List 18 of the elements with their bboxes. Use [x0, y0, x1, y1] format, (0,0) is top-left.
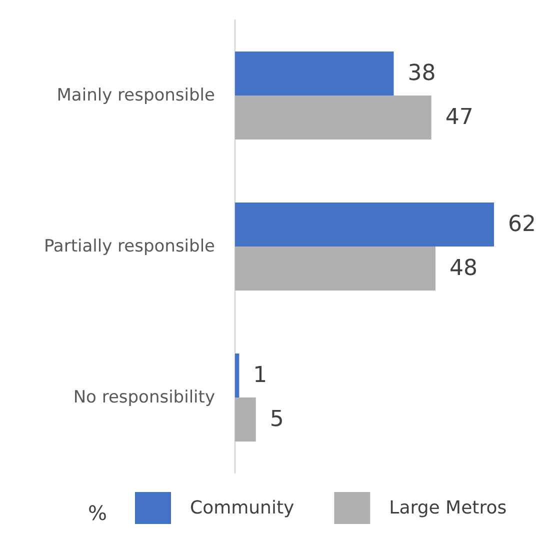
data-label: 38 [408, 61, 436, 86]
y-tick-label: No responsibility [73, 388, 215, 408]
legend-label: Community [190, 498, 295, 518]
y-tick-label: Partially responsible [44, 236, 215, 256]
bar [235, 52, 394, 96]
bar [235, 202, 494, 246]
data-label: 48 [450, 256, 478, 281]
data-label: 1 [253, 363, 268, 388]
y-tick-label: Mainly responsible [56, 86, 215, 106]
data-label: 5 [270, 407, 284, 432]
data-label: 62 [508, 212, 536, 237]
legend-label: Large Metros [389, 498, 507, 518]
bar [235, 354, 240, 398]
data-label: 47 [445, 105, 474, 130]
bar [235, 246, 436, 290]
bar [235, 398, 256, 442]
legend-title: % [88, 501, 108, 525]
bar [235, 96, 432, 140]
